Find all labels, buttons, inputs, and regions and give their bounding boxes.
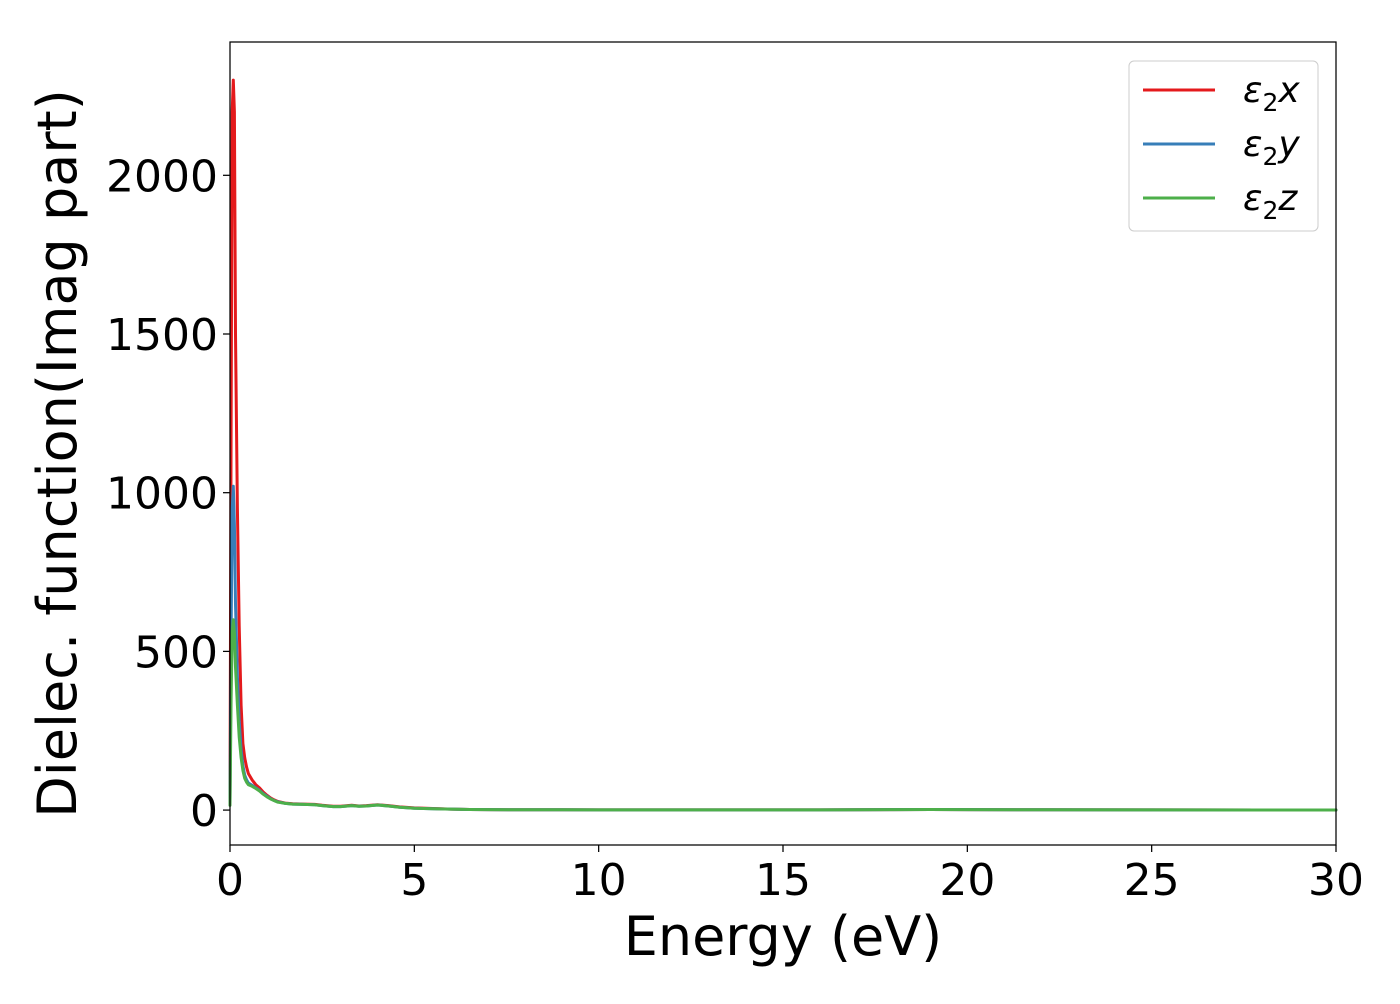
x-tick-label: 10 — [571, 855, 627, 906]
legend-label-x: ε2x — [1243, 70, 1300, 117]
x-tick-label: 25 — [1124, 855, 1180, 906]
series-line-z — [228, 618, 1338, 812]
x-axis-ticks: 0 5 10 15 20 25 30 — [216, 845, 1364, 906]
x-axis-label: Energy (eV) — [624, 905, 943, 968]
x-tick-label: 0 — [216, 855, 244, 906]
legend: ε2x ε2y ε2z — [1128, 60, 1319, 232]
y-tick-label: 1500 — [106, 310, 218, 361]
y-tick-label: 2000 — [106, 151, 218, 202]
y-tick-label: 0 — [190, 786, 218, 837]
y-axis-label: Dielec. function(Imag part) — [26, 89, 89, 818]
legend-label-y: ε2y — [1243, 124, 1300, 171]
y-tick-label: 500 — [134, 627, 218, 678]
x-tick-label: 20 — [939, 855, 995, 906]
x-tick-label: 5 — [400, 855, 428, 906]
legend-label-z: ε2z — [1243, 178, 1298, 225]
legend-box — [1128, 60, 1319, 232]
y-axis-ticks: 0 500 1000 1500 2000 — [106, 151, 230, 837]
x-tick-label: 15 — [755, 855, 811, 906]
x-tick-label: 30 — [1308, 855, 1364, 906]
y-tick-label: 1000 — [106, 469, 218, 520]
series-layer — [228, 78, 1338, 812]
series-line-y — [228, 484, 1338, 812]
